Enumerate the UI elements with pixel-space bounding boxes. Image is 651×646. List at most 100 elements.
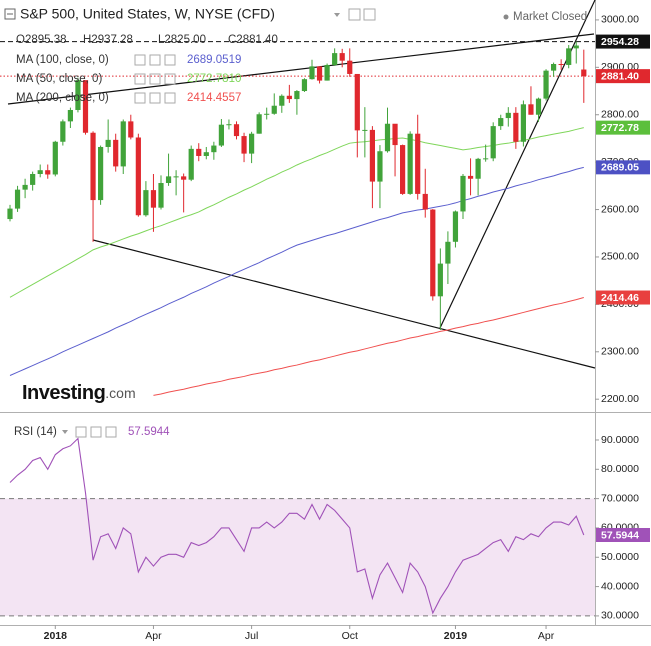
rsi-tick-label: 70.0000 bbox=[601, 492, 639, 504]
candle-body bbox=[113, 139, 119, 167]
candle-body bbox=[498, 118, 504, 127]
visibility-icon[interactable] bbox=[348, 8, 361, 21]
price-badge-label: 2881.40 bbox=[601, 70, 639, 82]
rsi-band bbox=[0, 498, 595, 616]
rsi-panel bbox=[0, 498, 595, 617]
candle-body bbox=[226, 124, 232, 126]
candle-body bbox=[52, 141, 58, 175]
ohlc-value: O2895.38 bbox=[16, 34, 67, 46]
legend-icon bbox=[134, 54, 146, 66]
candle-body bbox=[135, 137, 141, 216]
candle-body bbox=[483, 158, 489, 160]
candle-body bbox=[256, 114, 262, 134]
x-tick-label: 2018 bbox=[44, 630, 68, 642]
trend-line bbox=[92, 239, 596, 369]
legend: O2895.38 H2937.28 L2825.00 C2881.40 MA (100,… bbox=[16, 34, 278, 104]
chart-title: S&P 500, United States, W, NYSE (CFD) bbox=[20, 6, 275, 22]
y-tick-label: 2800.00 bbox=[601, 109, 639, 121]
candle-body bbox=[452, 211, 459, 242]
candle-body bbox=[566, 48, 572, 65]
candle-body bbox=[543, 70, 549, 99]
ohlc-value: L2825.00 bbox=[158, 34, 206, 46]
candle-body bbox=[98, 146, 104, 201]
candle-body bbox=[279, 95, 285, 106]
price-badge-label: 2954.28 bbox=[601, 36, 639, 48]
candle-body bbox=[377, 151, 383, 182]
market-status: Market Closed bbox=[513, 11, 587, 23]
rsi-value: 57.5944 bbox=[128, 426, 170, 438]
candle-body bbox=[218, 124, 224, 146]
ma-line bbox=[9, 127, 584, 298]
candle-body bbox=[60, 121, 66, 142]
candle-body bbox=[520, 104, 526, 142]
candle-body bbox=[286, 95, 292, 100]
legend-icon bbox=[149, 92, 161, 104]
candle-body bbox=[7, 208, 13, 220]
candle-body bbox=[211, 145, 217, 153]
legend-value: 2772.7810 bbox=[187, 73, 241, 85]
legend-icon bbox=[134, 73, 146, 85]
candle-body bbox=[430, 209, 436, 297]
candle-body bbox=[332, 53, 338, 65]
y-tick-label: 2200.00 bbox=[601, 393, 639, 405]
y-tick-label: 2300.00 bbox=[601, 346, 639, 358]
candle-body bbox=[203, 152, 209, 156]
y-tick-label: 2600.00 bbox=[601, 203, 639, 215]
candle-body bbox=[82, 80, 89, 133]
y-tick-label: 3000.00 bbox=[601, 14, 639, 26]
candle-body bbox=[362, 129, 368, 131]
candle-body bbox=[339, 53, 345, 61]
rsi-name: RSI (14) bbox=[14, 426, 57, 438]
candle-body bbox=[490, 126, 496, 159]
legend-icon bbox=[134, 92, 146, 104]
candle-body bbox=[75, 80, 81, 110]
candle-body bbox=[143, 190, 149, 216]
logo: Investing.com bbox=[22, 382, 136, 404]
status-dot bbox=[503, 14, 509, 20]
collapse-icon[interactable] bbox=[4, 8, 16, 20]
candle-body bbox=[347, 60, 353, 74]
legend-icon bbox=[164, 73, 176, 85]
candle-body bbox=[128, 121, 134, 138]
candle-body bbox=[316, 66, 323, 81]
ma-line bbox=[9, 166, 584, 376]
legend-icon bbox=[75, 426, 87, 438]
candle-body bbox=[90, 132, 96, 201]
candle-body bbox=[165, 176, 172, 184]
price-badge bbox=[596, 69, 650, 84]
candle-body bbox=[249, 133, 255, 154]
logo-suffix: .com bbox=[105, 385, 135, 401]
x-tick-label: Apr bbox=[145, 630, 162, 642]
price-badge bbox=[596, 120, 650, 135]
candle-body bbox=[392, 123, 398, 146]
candle-body bbox=[384, 123, 391, 152]
legend-icon bbox=[105, 426, 117, 438]
legend-icon bbox=[164, 54, 176, 66]
candle-body bbox=[294, 91, 300, 100]
legend-icon bbox=[149, 73, 161, 85]
settings-icon[interactable] bbox=[363, 8, 376, 21]
legend-icon bbox=[164, 92, 176, 104]
candle-body bbox=[505, 112, 511, 119]
ohlc-value: C2881.40 bbox=[228, 34, 278, 46]
candle-body bbox=[241, 136, 247, 154]
legend-name: MA (100, close, 0) bbox=[16, 54, 109, 66]
plot-area bbox=[0, 41, 595, 396]
candle-body bbox=[301, 79, 308, 92]
trend-line bbox=[7, 33, 595, 105]
dropdown-icon bbox=[62, 430, 68, 434]
rsi-tick-label: 80.0000 bbox=[601, 463, 639, 475]
candle-body bbox=[437, 263, 443, 297]
candle-body bbox=[271, 105, 277, 114]
price-badge-label: 2414.46 bbox=[601, 292, 639, 304]
price-badge-label: 2689.05 bbox=[601, 162, 639, 174]
candle-body bbox=[264, 113, 270, 115]
candle-body bbox=[173, 176, 179, 178]
y-tick-label: 2500.00 bbox=[601, 251, 639, 263]
candle-body bbox=[150, 190, 157, 208]
candle-body bbox=[400, 145, 406, 194]
candle-body bbox=[415, 133, 421, 194]
price-badge-label: 2772.78 bbox=[601, 122, 639, 134]
legend-icon bbox=[90, 426, 102, 438]
dropdown-icon[interactable] bbox=[334, 13, 340, 17]
